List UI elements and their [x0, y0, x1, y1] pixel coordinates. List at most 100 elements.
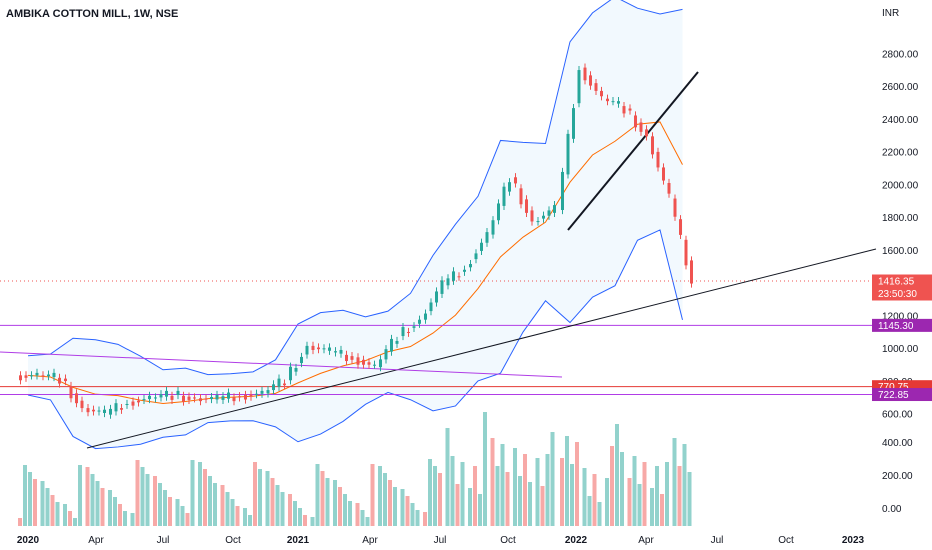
candle-body	[210, 397, 213, 400]
support-trendline	[86, 248, 877, 449]
volume-bar	[410, 503, 415, 526]
volume-bar	[123, 511, 127, 526]
candle-body	[435, 291, 438, 303]
candle-body	[131, 401, 135, 406]
price-axis[interactable]: INR 2800.00 2600.00 2400.00 2200.00 2000.00 18…	[882, 8, 919, 515]
y-tick-label: 2600.00	[882, 82, 919, 93]
price-label-box	[872, 318, 932, 332]
candle-body	[547, 210, 551, 216]
candle-body	[424, 313, 427, 320]
volume-bar	[90, 474, 95, 526]
candle-body	[373, 364, 376, 366]
volume-bar	[320, 471, 325, 526]
volume-bar	[518, 476, 522, 526]
horizontal-levels	[0, 280, 872, 396]
candle-body	[536, 221, 540, 223]
time-axis[interactable]: 2020 Apr Jul Oct 2021 Apr Jul Oct 2022 Apr Jul Oct 2…	[17, 535, 865, 546]
candle-body	[519, 188, 523, 205]
candle-body	[446, 278, 450, 286]
candlesticks	[19, 63, 693, 419]
candle-body	[350, 356, 354, 360]
candle-body	[634, 115, 637, 128]
volume-bar	[393, 487, 397, 526]
candle-body	[617, 101, 620, 104]
candle-body	[362, 359, 365, 365]
candle-body	[311, 345, 315, 350]
volume-bar	[540, 486, 545, 526]
volume-bar	[73, 518, 77, 526]
candle-body	[356, 357, 360, 365]
volume-bar	[258, 469, 262, 526]
chart-title: AMBIKA COTTON MILL, 1W, NSE	[6, 8, 179, 20]
candle-body	[272, 384, 275, 391]
countdown-label: 23:50:30	[878, 289, 917, 300]
volume-bar	[627, 478, 632, 526]
volume-bar	[180, 506, 185, 526]
candle-body	[283, 383, 286, 386]
volume-bar	[660, 494, 664, 526]
y-tick-label: 2200.00	[882, 148, 919, 159]
volume-bar	[388, 480, 392, 526]
volume-bar	[575, 442, 579, 526]
candle-body	[114, 403, 118, 412]
candle-body	[103, 409, 106, 413]
candle-body	[58, 377, 61, 384]
candle-body	[41, 375, 45, 377]
volume-bar	[45, 488, 50, 526]
candle-body	[176, 390, 180, 395]
volume-bar	[632, 456, 637, 526]
candle-body	[199, 398, 202, 402]
band-fill	[28, 0, 683, 449]
volume-bar	[343, 494, 347, 526]
candle-body	[514, 177, 517, 184]
volume-bar	[620, 452, 624, 526]
candle-body	[69, 385, 73, 399]
volume-bar	[135, 460, 140, 526]
candle-body	[294, 367, 298, 372]
volume-bar	[468, 488, 472, 526]
candle-body	[367, 362, 371, 365]
candle-body	[80, 400, 84, 409]
lower-band-line	[27, 229, 683, 450]
volume-bar	[95, 481, 100, 526]
volume-bar	[365, 517, 370, 526]
candle-body	[322, 348, 326, 350]
candle-body	[255, 393, 258, 395]
volume-bar	[63, 504, 67, 526]
volume-bar	[230, 499, 235, 526]
candle-body	[440, 280, 444, 294]
resistance-trendline	[0, 351, 563, 378]
volume-bar	[400, 489, 405, 526]
candle-body	[232, 397, 236, 402]
volume-bar	[637, 484, 642, 526]
candle-body	[328, 347, 331, 351]
volume-bar	[428, 459, 432, 526]
volume-bar	[565, 436, 569, 526]
candle-body	[452, 271, 455, 281]
volume-bar	[405, 496, 410, 526]
volume-bar	[68, 511, 72, 526]
price-label-text: 1145.30	[878, 321, 914, 332]
volume-bar	[315, 464, 320, 526]
price-label-box	[872, 388, 932, 402]
candle-body	[485, 232, 489, 243]
volume-bar	[655, 466, 659, 526]
volume-bar	[265, 471, 270, 526]
candle-body	[260, 390, 264, 394]
volume-bar	[243, 508, 247, 526]
volume-bar	[378, 466, 382, 526]
candle-body	[662, 167, 665, 181]
candle-body	[75, 393, 78, 404]
candle-body	[30, 375, 33, 377]
candle-body	[159, 394, 163, 398]
trend-lines	[0, 71, 877, 449]
candle-body	[395, 340, 399, 344]
candle-body	[35, 372, 39, 376]
volume-bar	[550, 432, 555, 526]
volume-bar	[433, 466, 437, 526]
candle-body	[187, 396, 191, 400]
candle-body	[97, 410, 101, 412]
bollinger-bands	[27, 0, 683, 450]
candle-body	[497, 203, 500, 221]
